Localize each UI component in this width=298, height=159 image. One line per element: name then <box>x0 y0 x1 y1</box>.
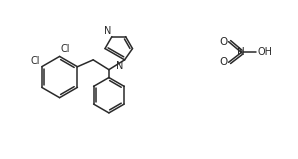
Text: O: O <box>219 37 228 47</box>
Text: N: N <box>238 48 245 58</box>
Text: OH: OH <box>257 48 272 58</box>
Text: N: N <box>103 26 111 36</box>
Text: Cl: Cl <box>30 56 40 66</box>
Text: Cl: Cl <box>60 45 70 54</box>
Text: N: N <box>116 61 124 71</box>
Text: O: O <box>219 57 228 67</box>
